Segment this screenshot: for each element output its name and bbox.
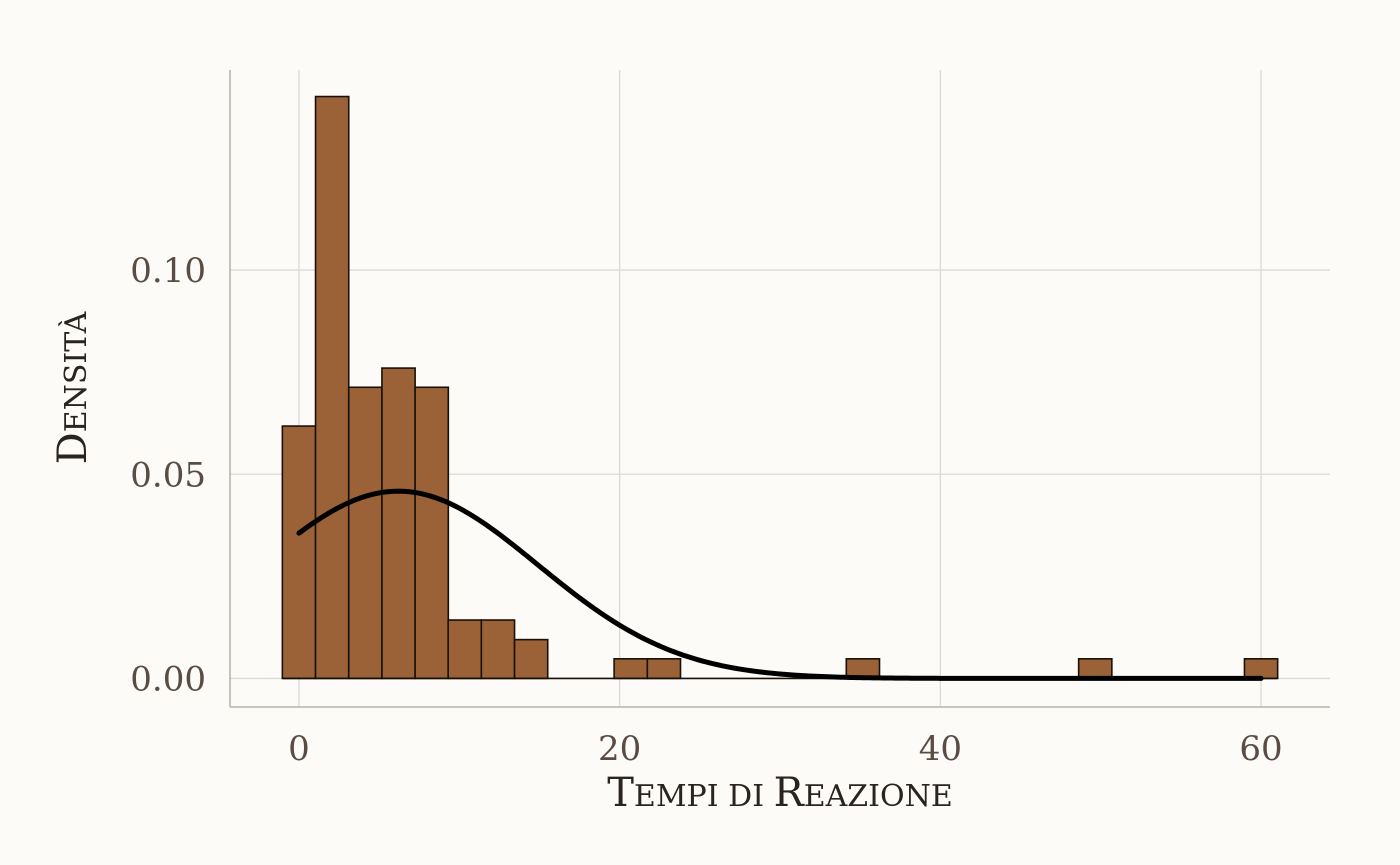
histogram-bar (281, 425, 317, 680)
x-tick-label: 60 (1239, 729, 1282, 769)
histogram-bar (1243, 658, 1279, 680)
x-axis-title: TEMPI DI REAZIONE (607, 770, 953, 816)
histogram-bar (646, 658, 682, 680)
x-tick-label: 40 (919, 729, 962, 769)
y-tick-label: 0.10 (130, 251, 206, 291)
histogram-bar (480, 619, 516, 680)
histogram-bar (513, 638, 549, 680)
y-axis-title: DENSITÀ (50, 311, 96, 464)
histogram-bar (347, 386, 383, 680)
histogram-bar (613, 658, 649, 680)
histogram-bar (447, 619, 483, 680)
x-tick-labels: 0 20 40 60 (288, 729, 1283, 769)
histogram-bar (414, 386, 450, 680)
histogram-bar (1077, 658, 1113, 680)
y-tick-label: 0.00 (130, 659, 206, 699)
y-tick-labels: 0.00 0.05 0.10 (130, 251, 206, 699)
axes (229, 70, 1330, 708)
density-curve (296, 488, 1264, 681)
x-tick-label: 0 (288, 729, 310, 769)
y-tick-label: 0.05 (130, 455, 206, 495)
x-tick-label: 20 (598, 729, 641, 769)
histogram-bar (314, 95, 350, 680)
histogram-bar (381, 367, 416, 680)
histogram-bars (281, 95, 1279, 680)
density-curve-group (296, 488, 1264, 681)
